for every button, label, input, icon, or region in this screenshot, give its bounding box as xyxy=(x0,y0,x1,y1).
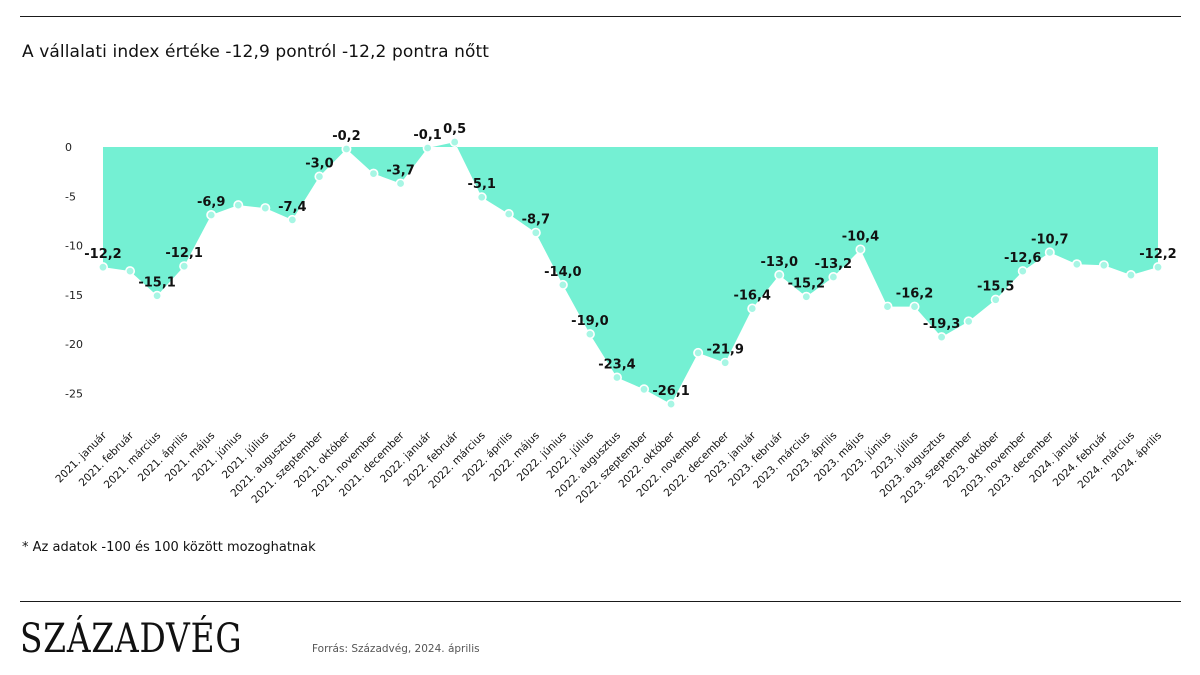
area-chart: 0 -5 -10 -15 -20 -25 -12,2 -15,1 -12,1 -6,9 -7,4 -3… xyxy=(53,122,1176,506)
data-point xyxy=(693,347,704,358)
data-label: -0,1 xyxy=(413,128,441,143)
data-label: -19,0 xyxy=(571,314,608,329)
data-label: -12,2 xyxy=(84,247,121,262)
data-point xyxy=(1017,266,1028,277)
data-point xyxy=(395,178,406,189)
data-point xyxy=(1125,270,1136,281)
data-point xyxy=(936,332,947,343)
data-point xyxy=(449,137,460,148)
data-label: -8,7 xyxy=(522,213,550,228)
data-label: -13,2 xyxy=(815,257,852,272)
data-point xyxy=(801,291,812,302)
data-label: -6,9 xyxy=(197,195,225,210)
data-label: -16,2 xyxy=(896,287,933,302)
data-point xyxy=(557,279,568,290)
data-point xyxy=(1071,259,1082,270)
data-point xyxy=(206,209,217,220)
data-label: -16,4 xyxy=(733,289,770,304)
data-point xyxy=(125,266,136,277)
data-point xyxy=(611,372,622,383)
data-label: -26,1 xyxy=(652,384,689,399)
y-tick-label: -25 xyxy=(65,387,83,400)
data-point xyxy=(179,261,190,272)
data-point xyxy=(98,262,109,273)
data-point xyxy=(584,329,595,340)
data-point xyxy=(666,399,677,410)
data-point xyxy=(530,227,541,238)
data-point xyxy=(1098,260,1109,271)
data-label: -13,0 xyxy=(761,255,798,270)
data-point xyxy=(990,294,1001,305)
data-label: -7,4 xyxy=(278,200,306,215)
data-label: -3,7 xyxy=(386,163,414,178)
data-point xyxy=(341,143,352,154)
data-point xyxy=(314,171,325,182)
bottom-rule xyxy=(20,601,1181,602)
y-tick-label: -20 xyxy=(65,338,83,351)
y-tick-label: -15 xyxy=(65,289,83,302)
data-label: -10,4 xyxy=(842,229,879,244)
data-label: -19,3 xyxy=(923,317,960,332)
chart-title: A vállalati index értéke -12,9 pontról -… xyxy=(22,42,489,62)
y-tick-label: 0 xyxy=(65,141,72,154)
data-point xyxy=(503,208,514,219)
data-point xyxy=(828,272,839,283)
top-rule xyxy=(20,16,1181,17)
data-point xyxy=(639,384,650,395)
data-point xyxy=(747,303,758,314)
data-point xyxy=(476,192,487,203)
data-label: -21,9 xyxy=(706,343,743,358)
data-label: -0,2 xyxy=(332,129,360,144)
brand-logo: SZÁZADVÉG xyxy=(20,616,243,662)
data-label: -12,6 xyxy=(1004,251,1041,266)
data-point xyxy=(963,316,974,327)
data-label: -23,4 xyxy=(598,357,635,372)
data-point xyxy=(720,357,731,368)
data-point xyxy=(422,142,433,153)
data-point xyxy=(152,290,163,301)
y-tick-label: -10 xyxy=(65,240,83,253)
data-point xyxy=(233,200,244,211)
data-point xyxy=(1044,247,1055,258)
data-label: -3,0 xyxy=(305,157,333,172)
data-point xyxy=(368,168,379,179)
data-point xyxy=(774,270,785,281)
data-label: -15,5 xyxy=(977,280,1014,295)
data-label: -12,1 xyxy=(165,246,202,261)
data-label: -14,0 xyxy=(544,265,581,280)
data-label: -5,1 xyxy=(468,177,496,192)
data-label: -12,2 xyxy=(1139,247,1176,262)
data-point xyxy=(909,301,920,312)
y-tick-label: -5 xyxy=(65,190,76,203)
source-note: Forrás: Századvég, 2024. április xyxy=(312,643,480,655)
data-point xyxy=(260,203,271,214)
data-label: -10,7 xyxy=(1031,232,1068,247)
data-point xyxy=(1153,262,1164,273)
data-point xyxy=(287,214,298,225)
data-label: 0,5 xyxy=(443,122,466,137)
footnote: * Az adatok -100 és 100 között mozoghatn… xyxy=(22,540,316,555)
data-point xyxy=(855,244,866,255)
area-fill xyxy=(103,142,1158,405)
data-point xyxy=(882,301,893,312)
data-label: -15,2 xyxy=(788,277,825,292)
data-label: -15,1 xyxy=(138,276,175,291)
